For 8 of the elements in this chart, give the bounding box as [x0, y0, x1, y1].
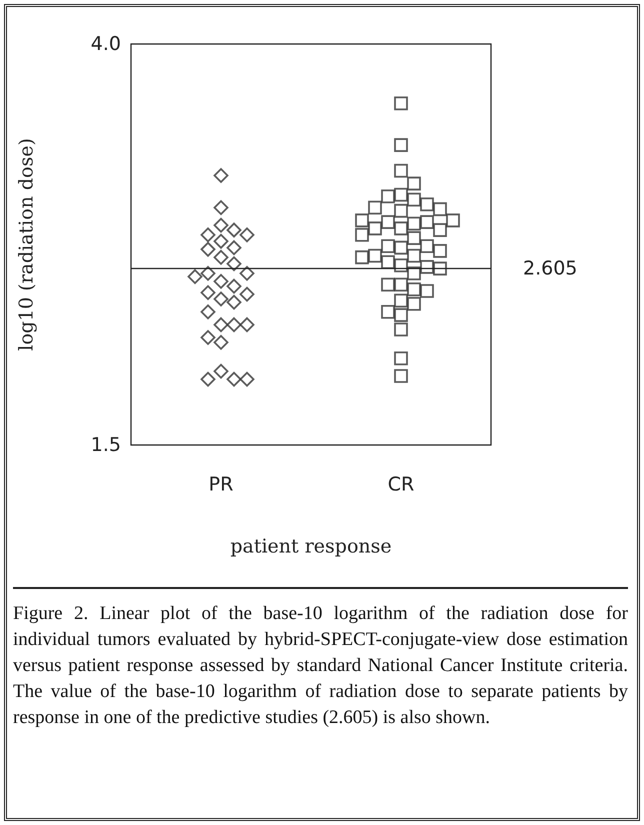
y-tick-label: 1.5 [90, 434, 121, 456]
y-axis-title: log10 (radiation dose) [16, 138, 38, 351]
ref-line-label: 2.605 [523, 258, 578, 280]
x-axis-title: patient response [230, 536, 392, 558]
caption: Figure 2. Linear plot of the base-10 logarithm of the radiation dose for individual tumors evaluated by hybrid-SPECT-conjugate-view dose estimation versus patient response assessed by standard National Cancer Institute criteria. The value of the base-10 logarithm of radiation dose to separate patients by response in one of the predictive studies (2.605) is also shown. [13, 602, 628, 730]
x-tick-label: PR [208, 474, 234, 496]
y-tick-label: 4.0 [90, 33, 121, 55]
x-tick-label: CR [388, 474, 414, 496]
